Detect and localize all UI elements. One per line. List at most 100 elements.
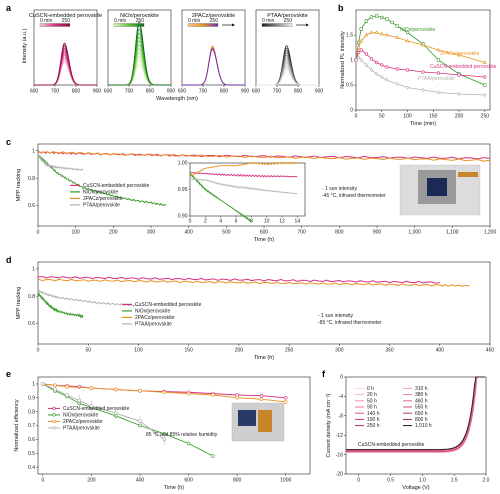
- data-point: [395, 24, 399, 28]
- series-line: [37, 154, 84, 171]
- x-tick-label: 0: [37, 230, 40, 236]
- x-axis-label: Time (h): [254, 355, 274, 361]
- y-tick-label: -8: [339, 414, 344, 420]
- x-tick-label: 0: [189, 219, 192, 225]
- x-axis-label: Time (h): [254, 237, 274, 243]
- pl-spectrum: [182, 47, 245, 86]
- pl-spectrum: [256, 69, 319, 86]
- condition-note: - 1 sun intensity: [318, 313, 354, 319]
- pl-spectrum: [108, 40, 171, 86]
- panel-c: c0 100 200 300 400 500 600 700 800 900 1,000 1,100 1…: [6, 137, 496, 243]
- data-point: [369, 15, 374, 19]
- inset-series-0: [189, 172, 298, 178]
- x-tick-label: 1.0: [419, 478, 426, 484]
- data-point: [405, 68, 410, 72]
- y-tick-label: 0.6: [28, 437, 35, 443]
- data-point: [162, 437, 167, 442]
- data-point: [385, 17, 389, 21]
- data-point: [53, 387, 57, 392]
- series-3: [41, 382, 167, 445]
- colorbar-max-label: 250: [284, 18, 293, 24]
- colorbar: [113, 23, 145, 27]
- sample-note: CuSCN-embedded perovskite: [358, 442, 425, 448]
- data-point: [483, 92, 487, 98]
- x-tick-label: 8: [250, 219, 253, 225]
- y-tick-label: 0: [340, 375, 343, 381]
- data-point: [421, 42, 425, 47]
- data-point: [113, 387, 118, 392]
- x-tick-label: 100: [71, 230, 80, 236]
- pl-spectrum: [256, 57, 319, 86]
- x-tick-label: 0.5: [387, 478, 394, 484]
- x-tick-label: 450: [486, 348, 495, 354]
- x-tick-label: 700: [51, 89, 60, 95]
- data-point: [283, 400, 288, 404]
- data-point: [52, 406, 56, 411]
- inset-series-1: [189, 172, 252, 222]
- series-line: [37, 154, 167, 206]
- legend-label: 50 h: [367, 398, 377, 404]
- y-tick-label: -16: [336, 452, 343, 458]
- pl-spectrum: [182, 49, 245, 86]
- data-point: [52, 419, 56, 424]
- condition-note: 85 °C and 85% relative humidity: [146, 432, 218, 438]
- pl-spectrum: [182, 46, 245, 86]
- panel-label: c: [6, 137, 11, 147]
- colorbar-min-label: 0 min: [262, 18, 274, 24]
- series-1: [37, 154, 167, 206]
- pl-spectrum: [256, 52, 319, 86]
- x-tick-label: 200: [455, 114, 464, 120]
- series-line: [189, 178, 298, 195]
- device-contact: [258, 410, 272, 432]
- y-tick-label: 1.5: [346, 33, 353, 39]
- x-axis-label: Wavelength (nm): [156, 96, 198, 102]
- y-tick-label: 1: [32, 267, 35, 273]
- data-point: [364, 52, 368, 56]
- data-point: [162, 390, 167, 395]
- data-point: [52, 413, 56, 417]
- series-line: [37, 278, 470, 288]
- pl-spectrum: [182, 47, 245, 86]
- y-tick-label: 0.4: [28, 465, 35, 471]
- x-tick-label: 400: [136, 478, 145, 484]
- data-point: [52, 426, 56, 430]
- x-tick-label: 1,200: [484, 230, 497, 236]
- x-tick-label: 400: [184, 230, 193, 236]
- pl-spectrum: [182, 46, 245, 86]
- data-point: [379, 31, 384, 36]
- plot-frame: [255, 9, 320, 86]
- inset-frame: [189, 162, 306, 217]
- x-tick-label: 1,100: [446, 230, 459, 236]
- pl-spectrum: [108, 24, 171, 86]
- data-point: [41, 382, 45, 386]
- data-point: [483, 83, 487, 87]
- data-point: [436, 71, 441, 75]
- data-point: [390, 20, 394, 25]
- inset-series-2: [189, 161, 298, 178]
- series-line: [37, 292, 84, 319]
- data-point: [77, 398, 82, 403]
- x-tick-label: 250: [285, 348, 294, 354]
- y-tick-label: 1.00: [178, 161, 188, 167]
- data-point: [457, 52, 462, 57]
- x-tick-label: 500: [222, 230, 231, 236]
- x-tick-label: 600: [260, 230, 269, 236]
- data-point: [186, 391, 191, 396]
- y-tick-label: 0.8: [28, 294, 35, 300]
- x-tick-label: 700: [297, 230, 306, 236]
- data-point: [380, 15, 384, 20]
- x-tick-label: 600: [30, 89, 39, 95]
- pl-spectrum: [182, 45, 245, 86]
- x-tick-label: 250: [481, 114, 490, 120]
- x-tick-label: 700: [273, 89, 282, 95]
- data-point: [359, 57, 363, 63]
- x-tick-label: 700: [199, 89, 208, 95]
- series-label: NiOx/perovskite: [400, 27, 436, 33]
- data-point: [89, 404, 94, 408]
- data-point: [385, 77, 389, 83]
- data-point: [385, 65, 389, 69]
- pl-spectrum: [34, 42, 97, 86]
- legend-label: 2PACz/perovskite: [63, 419, 103, 425]
